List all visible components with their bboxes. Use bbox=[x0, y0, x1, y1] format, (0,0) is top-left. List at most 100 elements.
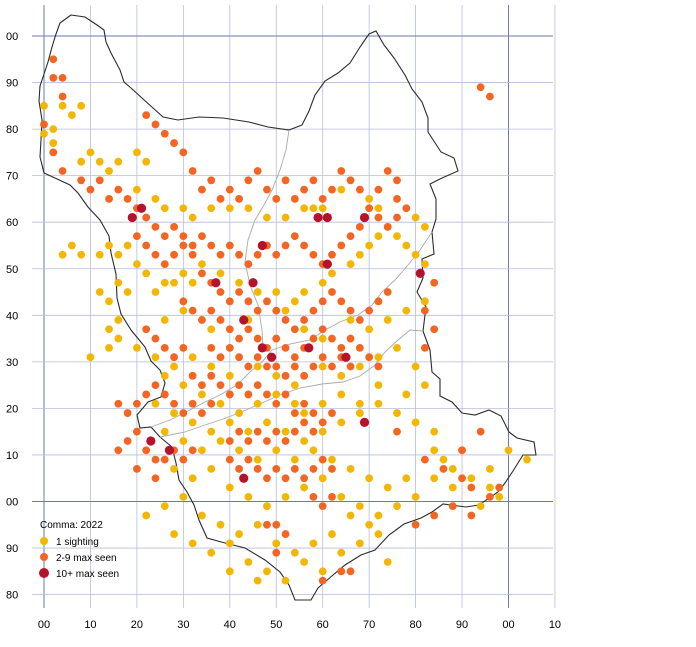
dot-2-9-seen bbox=[225, 390, 234, 399]
dot-2-9-seen bbox=[216, 195, 225, 203]
dot-2-9-seen bbox=[40, 120, 48, 129]
dot-1-sighting bbox=[328, 269, 336, 278]
dot-1-sighting bbox=[263, 418, 271, 427]
dot-1-sighting bbox=[281, 492, 290, 501]
dot-2-9-seen bbox=[253, 306, 262, 315]
dot-1-sighting bbox=[67, 241, 76, 250]
inner-boundary bbox=[150, 231, 433, 428]
dot-2-9-seen bbox=[272, 399, 281, 408]
dot-1-sighting bbox=[67, 111, 76, 120]
dot-2-9-seen bbox=[346, 306, 355, 315]
dot-1-sighting bbox=[179, 269, 188, 278]
dot-2-9-seen bbox=[300, 316, 309, 324]
dot-2-9-seen bbox=[328, 492, 336, 501]
dot-1-sighting bbox=[244, 427, 253, 436]
dot-2-9-seen bbox=[365, 353, 374, 362]
dot-2-9-seen bbox=[225, 455, 234, 464]
dot-1-sighting bbox=[337, 185, 346, 194]
dot-1-sighting bbox=[151, 288, 160, 296]
dot-2-9-seen bbox=[281, 437, 290, 445]
dot-2-9-seen bbox=[318, 502, 327, 511]
dot-1-sighting bbox=[253, 576, 262, 585]
dot-1-sighting bbox=[318, 474, 327, 483]
dot-1-sighting bbox=[207, 362, 216, 371]
x-axis-labels: 00 10 20 30 40 50 60 70 80 90 00 10 bbox=[38, 619, 561, 631]
dot-1-sighting bbox=[272, 371, 281, 380]
dot-1-sighting bbox=[142, 157, 151, 166]
x-tick-label: 00 bbox=[502, 619, 514, 631]
dot-1-sighting bbox=[318, 427, 327, 436]
dot-1-sighting bbox=[420, 260, 429, 268]
dot-2-9-seen bbox=[244, 297, 253, 306]
dot-2-9-seen bbox=[272, 195, 281, 203]
dot-2-9-seen bbox=[290, 232, 299, 241]
dot-1-sighting bbox=[411, 250, 420, 259]
dot-1-sighting bbox=[337, 492, 346, 501]
dot-2-9-seen bbox=[328, 250, 336, 259]
dot-1-sighting bbox=[95, 250, 104, 259]
x-tick-label: 70 bbox=[363, 619, 375, 631]
dot-2-9-seen bbox=[458, 474, 466, 483]
legend-swatch-1 bbox=[40, 537, 48, 545]
dot-2-9-seen bbox=[337, 297, 346, 306]
dot-1-sighting bbox=[365, 474, 374, 483]
dot-1-sighting bbox=[49, 125, 58, 133]
dot-1-sighting bbox=[420, 381, 429, 390]
dot-2-9-seen bbox=[244, 390, 253, 399]
dot-1-sighting bbox=[207, 204, 216, 213]
x-tick-label: 50 bbox=[270, 619, 282, 631]
dot-2-9-seen bbox=[393, 213, 401, 222]
dot-2-9-seen bbox=[160, 455, 169, 464]
dot-2-9-seen bbox=[290, 325, 299, 334]
dot-1-sighting bbox=[49, 139, 58, 147]
dot-2-9-seen bbox=[374, 297, 383, 306]
dot-1-sighting bbox=[40, 101, 48, 110]
dot-10plus-seen bbox=[248, 278, 258, 288]
dot-2-9-seen bbox=[188, 306, 197, 315]
dot-1-sighting bbox=[235, 409, 243, 417]
dot-1-sighting bbox=[216, 269, 225, 278]
dot-1-sighting bbox=[346, 465, 355, 473]
dot-1-sighting bbox=[225, 567, 234, 576]
dot-10plus-seen bbox=[267, 352, 277, 362]
dot-2-9-seen bbox=[151, 250, 160, 259]
dot-2-9-seen bbox=[86, 185, 95, 194]
dot-2-9-seen bbox=[142, 111, 151, 120]
dot-1-sighting bbox=[272, 446, 281, 455]
dot-10plus-seen bbox=[257, 343, 267, 353]
dot-1-sighting bbox=[216, 399, 225, 408]
x-tick-label: 40 bbox=[224, 619, 236, 631]
dot-1-sighting bbox=[133, 148, 141, 157]
dot-1-sighting bbox=[133, 260, 141, 268]
dot-1-sighting bbox=[402, 306, 411, 315]
dot-1-sighting bbox=[374, 399, 383, 408]
dot-2-9-seen bbox=[430, 278, 439, 287]
dot-2-9-seen bbox=[179, 409, 188, 417]
dot-1-sighting bbox=[281, 213, 290, 222]
dot-1-sighting bbox=[188, 353, 197, 362]
dot-2-9-seen bbox=[170, 222, 178, 231]
dot-2-9-seen bbox=[309, 492, 318, 501]
dot-1-sighting bbox=[318, 362, 327, 371]
dot-2-9-seen bbox=[290, 409, 299, 417]
dot-1-sighting bbox=[151, 353, 160, 362]
dot-2-9-seen bbox=[188, 250, 197, 259]
legend-label-1: 1 sighting bbox=[56, 537, 99, 548]
y-tick-label: 50 bbox=[6, 264, 18, 276]
dot-2-9-seen bbox=[346, 362, 355, 371]
dot-1-sighting bbox=[235, 446, 243, 455]
dot-1-sighting bbox=[411, 492, 420, 501]
dot-1-sighting bbox=[77, 157, 86, 166]
dot-2-9-seen bbox=[58, 92, 67, 101]
dot-2-9-seen bbox=[179, 148, 188, 157]
dot-2-9-seen bbox=[337, 343, 346, 352]
dot-2-9-seen bbox=[476, 427, 485, 436]
dot-2-9-seen bbox=[142, 213, 151, 222]
dot-2-9-seen bbox=[281, 530, 290, 538]
dot-10plus-seen bbox=[127, 212, 137, 223]
dot-1-sighting bbox=[188, 474, 197, 483]
dot-1-sighting bbox=[105, 297, 113, 306]
dot-2-9-seen bbox=[318, 325, 327, 334]
dot-1-sighting bbox=[95, 157, 104, 166]
dot-2-9-seen bbox=[290, 465, 299, 473]
